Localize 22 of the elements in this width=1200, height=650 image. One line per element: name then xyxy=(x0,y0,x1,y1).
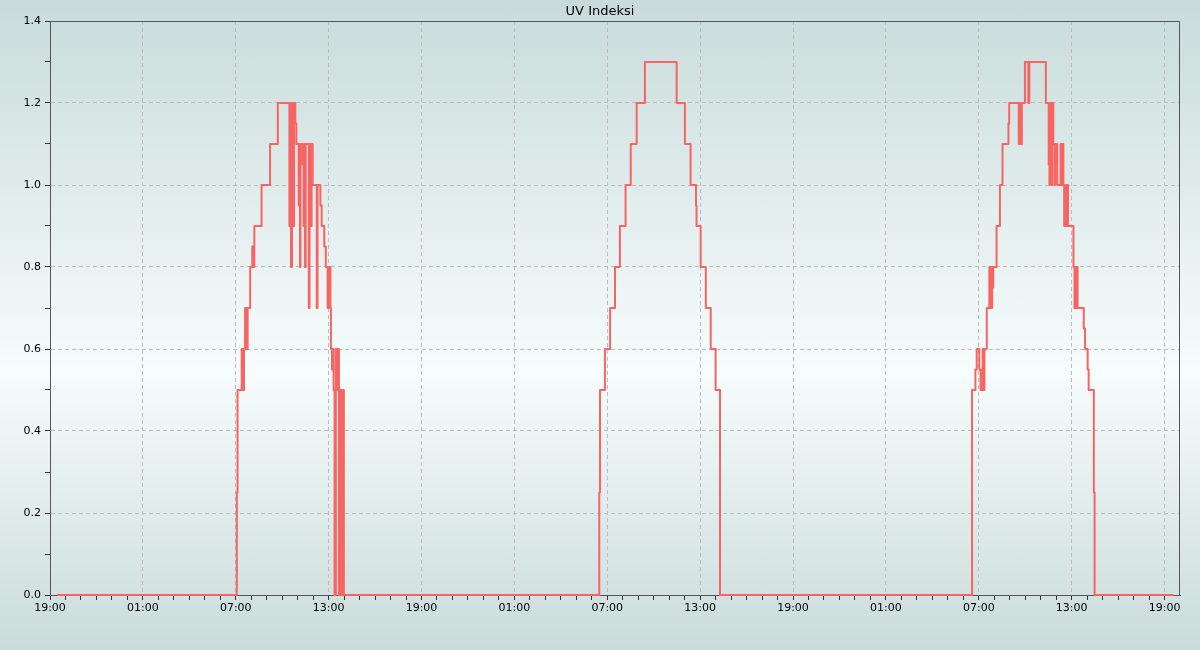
x-tick-label: 19:00 xyxy=(34,601,66,615)
chart-title: UV Indeksi xyxy=(565,3,635,19)
y-tick-label: 1.2 xyxy=(23,95,41,109)
x-tick-label: 19:00 xyxy=(405,601,438,615)
x-tick-label: 01:00 xyxy=(498,601,531,615)
x-tick-label: 07:00 xyxy=(591,601,624,615)
y-tick-label: 0.4 xyxy=(23,423,41,437)
x-tick-label: 01:00 xyxy=(127,601,159,615)
y-tick-label: 0.0 xyxy=(23,587,41,601)
x-tick-label: 13:00 xyxy=(1055,601,1088,615)
x-tick-label: 01:00 xyxy=(870,601,902,615)
y-tick-label: 1.0 xyxy=(23,177,41,191)
x-tick-label: 07:00 xyxy=(219,601,252,615)
y-tick-label: 0.2 xyxy=(23,505,41,519)
x-tick-label: 13:00 xyxy=(312,601,345,615)
x-tick-label: 07:00 xyxy=(962,601,995,615)
x-tick-label: 19:00 xyxy=(777,601,809,615)
x-tick-label: 13:00 xyxy=(684,601,716,615)
y-tick-label: 0.6 xyxy=(23,341,41,355)
y-tick-label: 0.8 xyxy=(23,259,41,273)
y-tick-label: 1.4 xyxy=(23,13,41,27)
x-tick-label: 19:00 xyxy=(1148,601,1181,615)
